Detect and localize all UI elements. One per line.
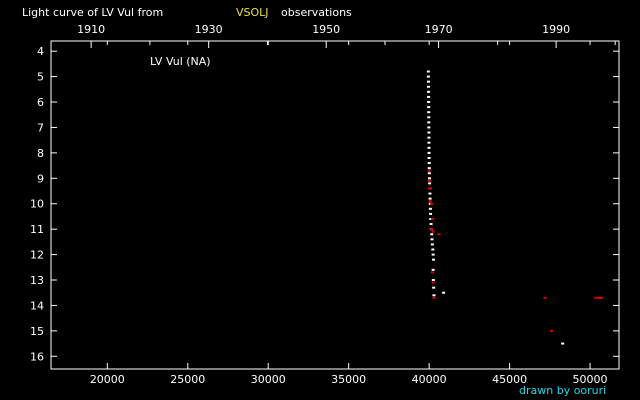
title-prefix: Light curve of LV Vul from <box>22 6 163 19</box>
data-point <box>427 151 431 154</box>
data-point <box>442 291 446 294</box>
data-point <box>543 296 547 299</box>
data-point <box>594 296 598 299</box>
data-point <box>431 248 435 251</box>
y-tick-label: 7 <box>37 121 44 134</box>
y-tick-label: 6 <box>37 96 44 109</box>
data-point <box>430 238 434 241</box>
data-point <box>432 294 436 297</box>
data-point <box>426 75 430 78</box>
data-point <box>428 182 432 185</box>
title-suffix: observations <box>281 6 352 19</box>
data-point <box>429 217 433 220</box>
data-point <box>431 258 435 261</box>
y-tick-label: 15 <box>30 325 44 338</box>
data-point <box>427 156 431 159</box>
title-source: VSOLJ <box>236 6 269 19</box>
y-tick-label: 4 <box>37 45 44 58</box>
x-tick-label: 35000 <box>331 373 366 386</box>
data-point <box>430 217 434 220</box>
data-point <box>428 192 432 195</box>
data-points <box>426 70 603 345</box>
data-point <box>427 141 431 144</box>
data-point <box>428 207 432 210</box>
data-point <box>599 296 603 299</box>
data-point <box>427 167 431 170</box>
y-tick-label: 8 <box>37 147 44 160</box>
data-point <box>426 70 430 73</box>
top-year-label: 1990 <box>542 23 570 36</box>
data-point <box>432 286 436 289</box>
x-tick-label: 25000 <box>170 373 205 386</box>
data-point <box>431 253 435 256</box>
data-point <box>429 223 433 226</box>
data-point <box>427 169 431 172</box>
data-point <box>427 106 431 109</box>
data-point <box>427 95 431 98</box>
credit-text: drawn by ooruri <box>519 384 606 397</box>
data-point <box>430 202 434 205</box>
data-point <box>427 111 431 114</box>
data-point <box>428 197 432 200</box>
data-point <box>432 296 436 299</box>
data-point <box>429 212 433 215</box>
data-point <box>427 131 431 134</box>
data-point <box>426 80 430 83</box>
data-point <box>427 177 431 180</box>
chart-title: Light curve of LV Vul from VSOLJ observa… <box>22 6 352 19</box>
data-point <box>427 179 431 182</box>
plot-frame <box>50 40 620 370</box>
data-point <box>427 172 431 175</box>
data-point <box>431 268 435 271</box>
data-point <box>427 126 431 129</box>
data-point <box>561 342 565 345</box>
data-point <box>431 230 435 233</box>
data-point <box>430 228 434 231</box>
data-point <box>549 329 553 332</box>
axes: 20000 25000 30000 35000 40000 45000 50000 1910 1… <box>30 23 619 386</box>
x-tick-label: 50000 <box>573 373 608 386</box>
data-point <box>430 233 434 236</box>
top-year-label: 1910 <box>77 23 105 36</box>
y-tick-label: 10 <box>30 198 44 211</box>
top-year-label: 1930 <box>195 23 223 36</box>
x-tick-label: 20000 <box>90 373 125 386</box>
y-tick-label: 16 <box>30 350 44 363</box>
data-point <box>597 296 601 299</box>
data-point <box>427 90 431 93</box>
data-point <box>427 121 431 124</box>
y-tick-label: 14 <box>30 299 44 312</box>
x-tick-label: 45000 <box>492 373 527 386</box>
top-year-label: 1970 <box>425 23 453 36</box>
data-point <box>427 101 431 104</box>
y-tick-label: 9 <box>37 172 44 185</box>
y-tick-label: 5 <box>37 71 44 84</box>
object-label: LV Vul (NA) <box>150 55 211 68</box>
top-year-label: 1950 <box>312 23 340 36</box>
data-point <box>427 162 431 165</box>
data-point <box>427 136 431 139</box>
y-tick-label: 12 <box>30 249 44 262</box>
x-tick-label: 30000 <box>251 373 286 386</box>
data-point <box>427 116 431 119</box>
data-point <box>430 243 434 246</box>
data-point <box>437 233 441 236</box>
data-point <box>430 271 434 274</box>
y-tick-label: 13 <box>30 274 44 287</box>
data-point <box>427 146 431 149</box>
y-tick-label: 11 <box>30 223 44 236</box>
data-point <box>427 85 431 88</box>
data-point <box>427 187 431 190</box>
data-point <box>431 281 435 284</box>
data-point <box>431 279 435 282</box>
data-point <box>428 200 432 203</box>
x-tick-label: 40000 <box>412 373 447 386</box>
